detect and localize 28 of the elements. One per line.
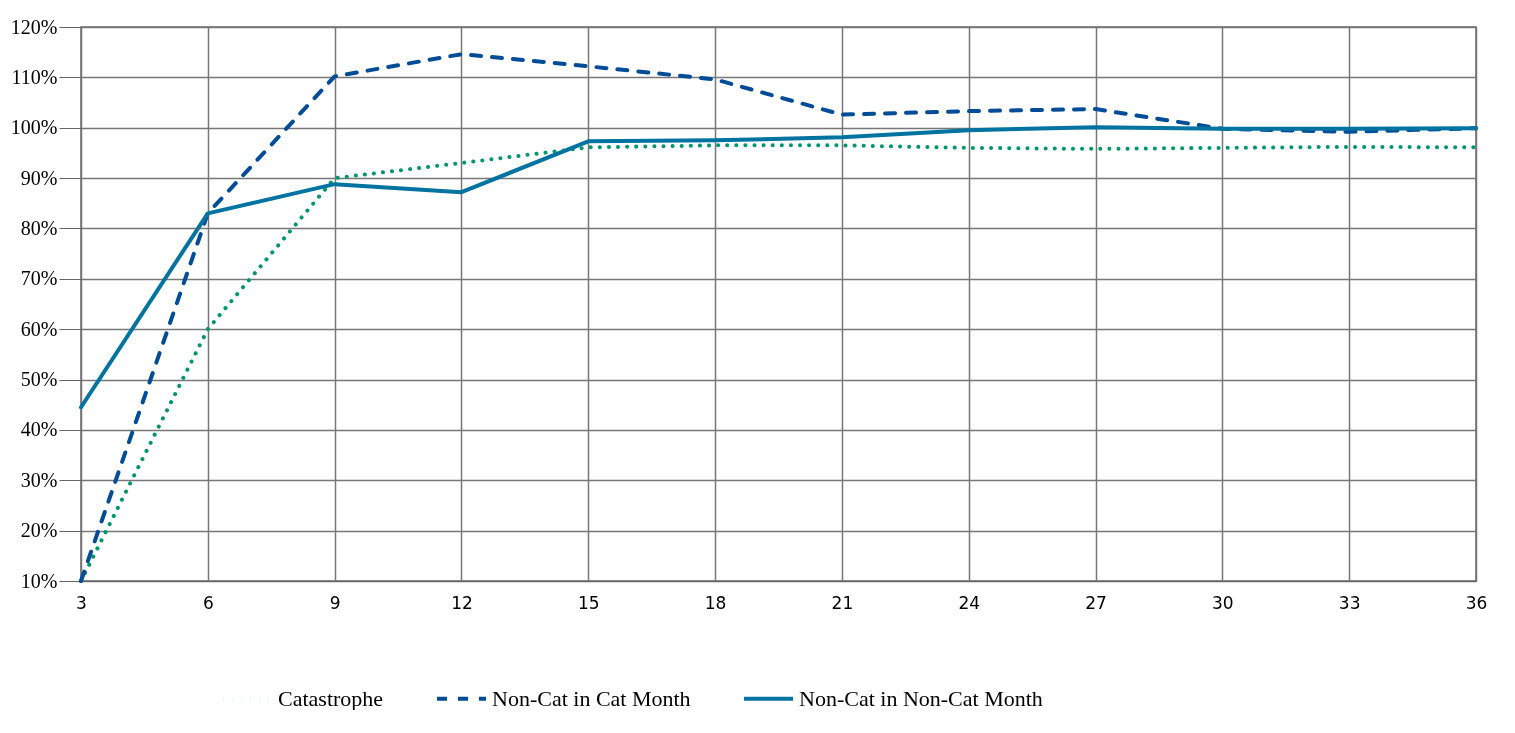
- x-tick-label: 33: [1338, 592, 1361, 613]
- y-tick-label: 70%: [20, 267, 58, 290]
- y-tick-label: 90%: [20, 166, 58, 189]
- y-tick-label: 20%: [20, 519, 58, 542]
- x-tick-label: 36: [1465, 592, 1488, 613]
- legend-label: Catastrophe: [278, 685, 384, 711]
- x-tick-label: 18: [704, 592, 727, 613]
- x-tick-label: 24: [958, 592, 981, 613]
- y-tick-label: 10%: [20, 569, 58, 592]
- x-tick-label: 9: [329, 592, 341, 613]
- x-tick-label: 12: [451, 592, 473, 613]
- y-tick-label: 120%: [10, 15, 58, 38]
- x-tick-label: 6: [202, 592, 214, 613]
- y-tick-label: 110%: [11, 65, 58, 88]
- y-tick-label: 40%: [20, 418, 58, 441]
- x-tick-label: 3: [76, 592, 87, 613]
- legend-label: Non-Cat in Non-Cat Month: [799, 685, 1043, 711]
- y-tick-label: 60%: [20, 317, 58, 340]
- y-tick-label: 30%: [20, 468, 58, 491]
- x-tick-label: 30: [1212, 592, 1234, 613]
- y-tick-label: 80%: [20, 216, 58, 239]
- line-series: [79, 125, 1478, 410]
- y-tick-label: 100%: [10, 116, 58, 139]
- legend-label: Non-Cat in Cat Month: [492, 685, 691, 711]
- x-tick-label: 21: [831, 592, 854, 613]
- x-tick-label: 27: [1085, 592, 1107, 613]
- y-tick-label: 50%: [20, 368, 58, 391]
- x-tick-label: 15: [577, 592, 600, 613]
